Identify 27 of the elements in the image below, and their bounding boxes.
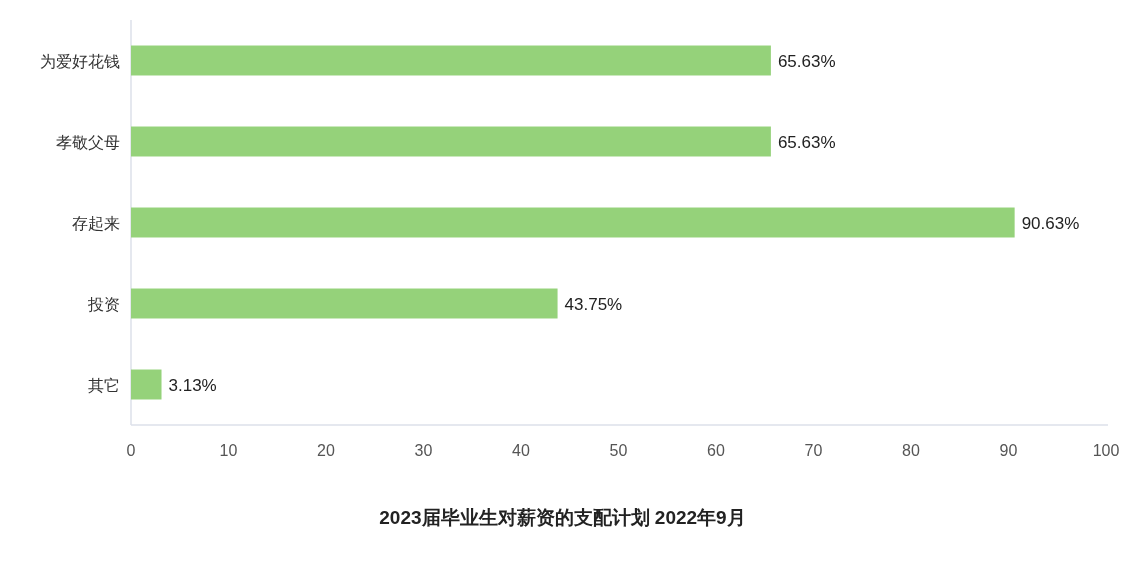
- x-tick-label: 100: [1092, 442, 1120, 459]
- x-tick-label: 60: [707, 442, 725, 459]
- bar: [131, 288, 558, 319]
- y-tick-label: 孝敬父母: [56, 133, 120, 151]
- x-tick-label: 30: [414, 442, 433, 459]
- data-label: 90.63%: [1021, 213, 1080, 233]
- bar: [131, 207, 1015, 238]
- text: 2023届毕业生对薪资的支配计划 2022年9月: [379, 507, 746, 528]
- x-tick-label: 0: [126, 442, 136, 459]
- y-tick-label: 存起来: [72, 214, 120, 232]
- bar: [131, 369, 162, 400]
- x-tick-label: 90: [999, 442, 1018, 459]
- x-tick-label: 80: [902, 442, 920, 459]
- data-label: 65.63%: [777, 132, 836, 152]
- x-tick-label: 20: [317, 442, 335, 459]
- data-label: 3.13%: [168, 375, 217, 395]
- x-tick-label: 70: [804, 442, 823, 459]
- data-label: 65.63%: [777, 51, 836, 71]
- data-label: 43.75%: [564, 294, 623, 314]
- y-tick-label: 投资: [87, 295, 120, 313]
- y-tick-label: 为爱好花钱: [40, 52, 120, 70]
- x-tick-label: 10: [219, 442, 238, 459]
- x-tick-label: 40: [512, 442, 530, 459]
- bar: [131, 126, 771, 157]
- x-tick-label: 50: [609, 442, 628, 459]
- y-tick-label: 其它: [88, 376, 120, 394]
- bar: [131, 45, 771, 76]
